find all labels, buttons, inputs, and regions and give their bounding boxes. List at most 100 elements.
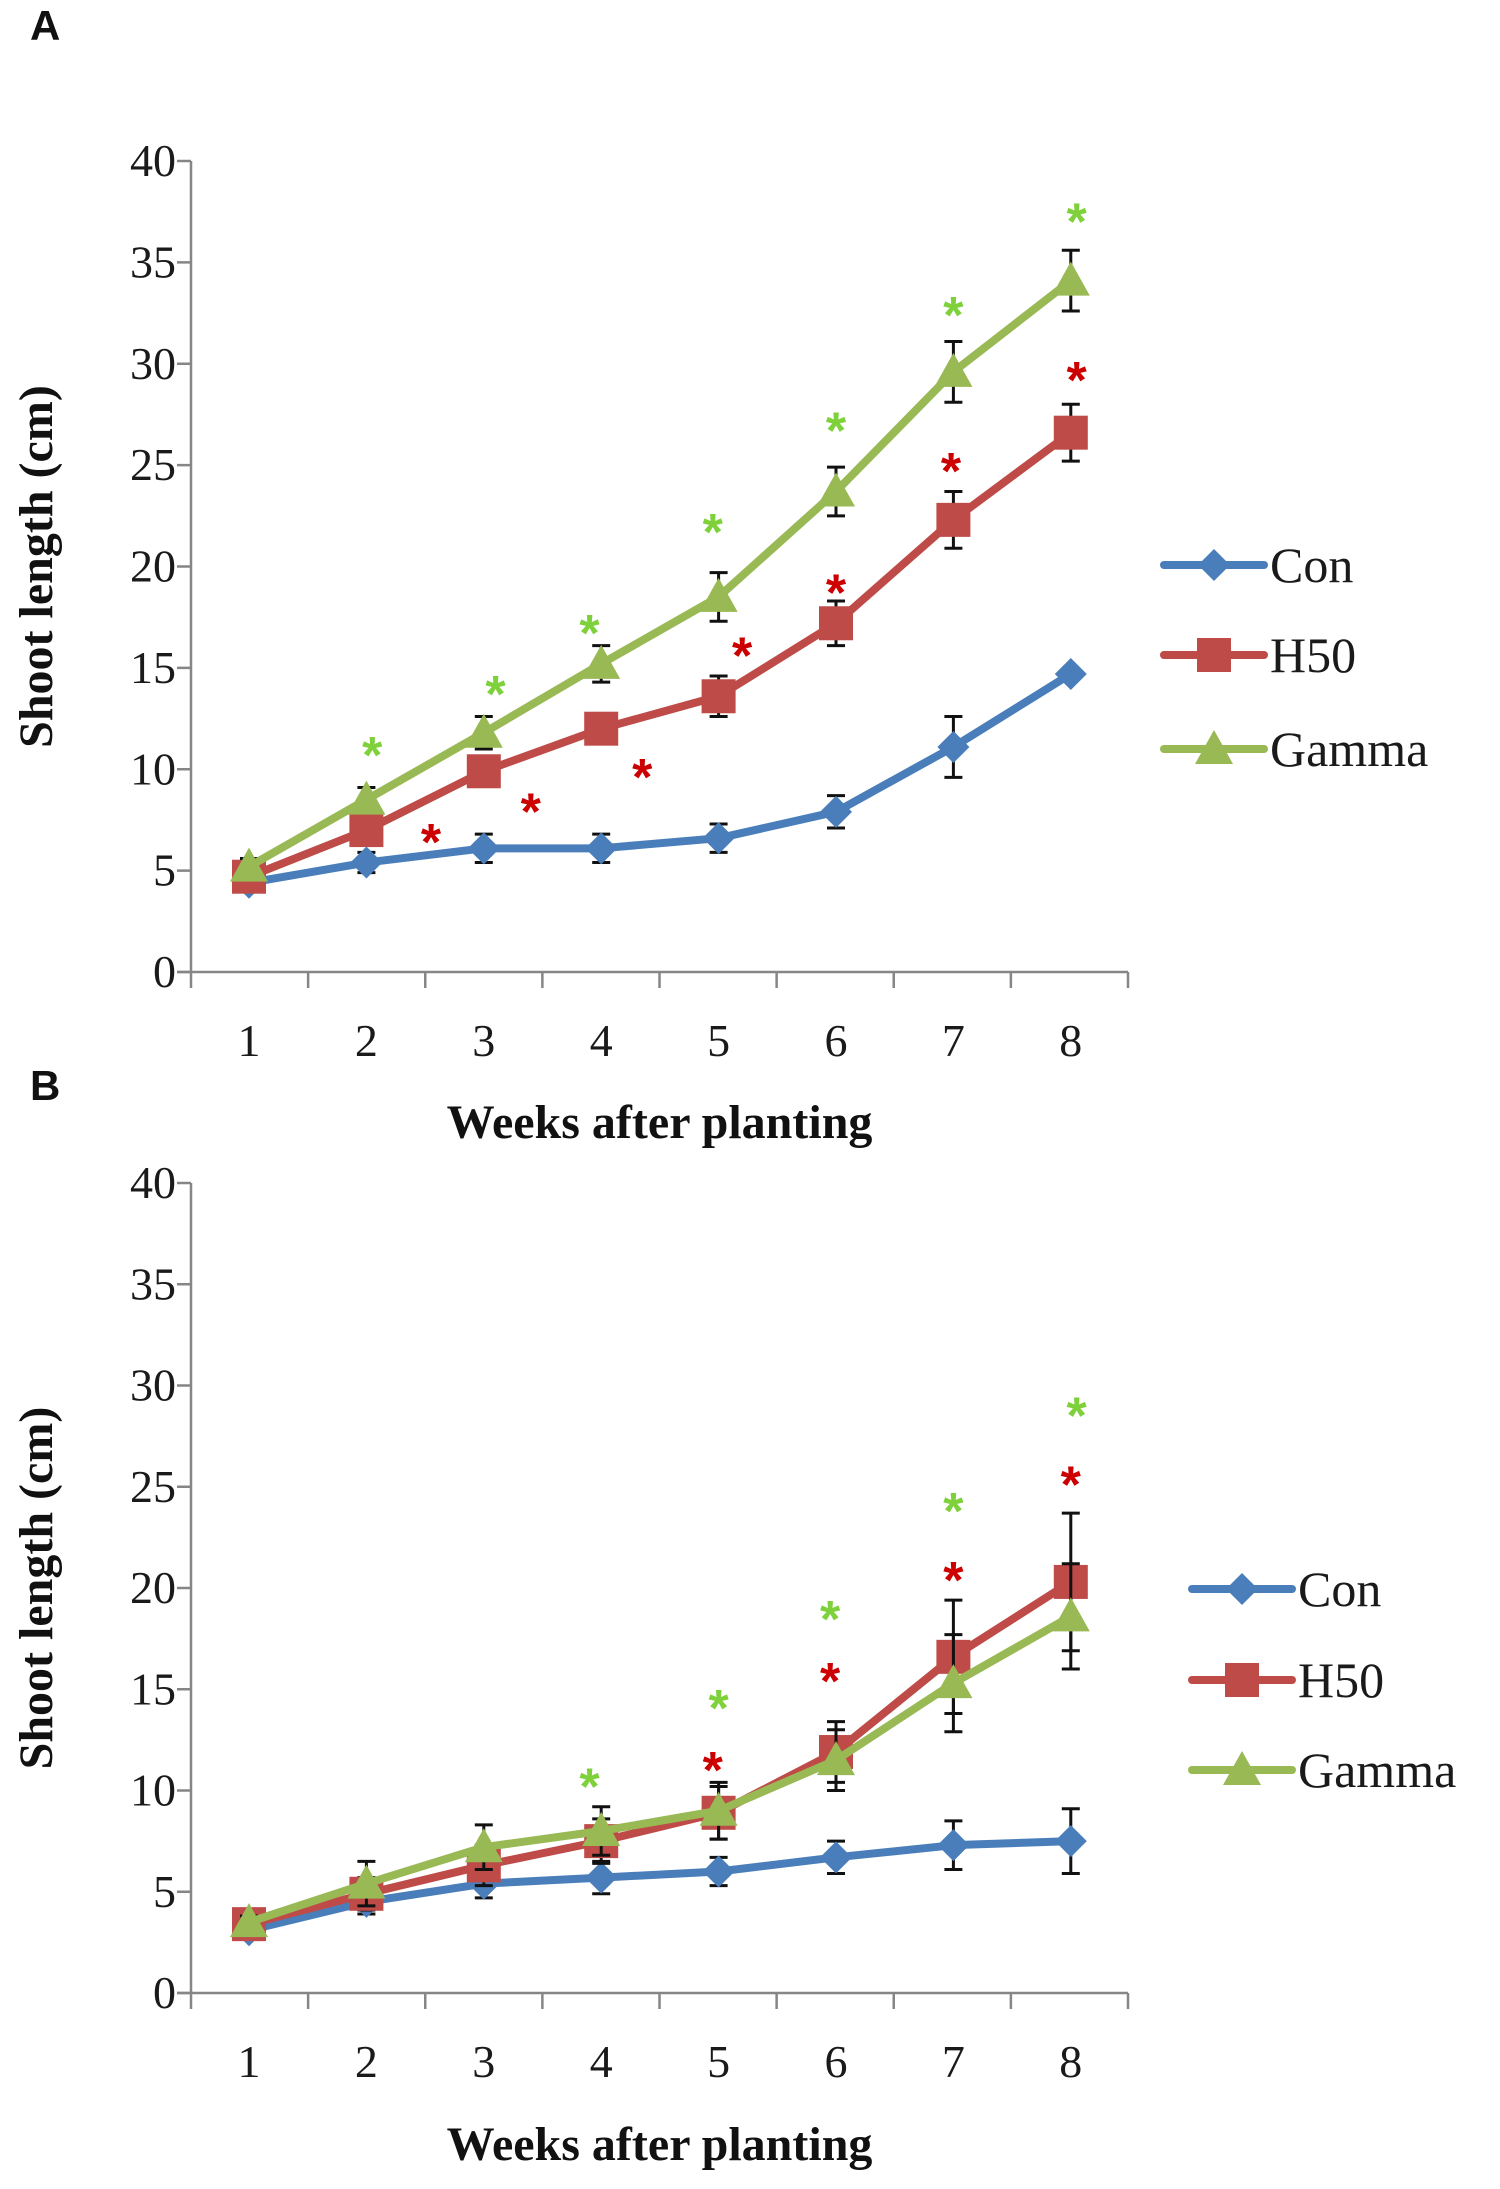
x-tick-label: 6 — [825, 2036, 848, 2087]
series-line — [247, 277, 1074, 871]
data-point — [230, 847, 268, 882]
series-gamma — [230, 1562, 1090, 1938]
data-point — [464, 1828, 503, 1863]
data-point — [582, 1812, 621, 1846]
significance-asterisk: * — [820, 1653, 841, 1711]
y-tick-label: 15 — [130, 642, 176, 693]
x-tick-label: 7 — [942, 1015, 965, 1066]
x-tick-label: 2 — [355, 2036, 378, 2087]
significance-asterisk: * — [1067, 194, 1088, 252]
data-point — [466, 754, 501, 789]
data-point — [934, 1664, 973, 1699]
y-tick-label: 40 — [130, 135, 176, 186]
y-tick-label: 10 — [130, 1765, 176, 1816]
data-point — [937, 730, 970, 763]
panel-label-a: A — [30, 2, 60, 49]
data-point — [699, 1791, 738, 1826]
x-axis-label: Weeks after planting — [447, 1096, 873, 1149]
significance-asterisk: * — [732, 628, 753, 686]
y-tick-label: 0 — [153, 946, 176, 997]
data-point — [936, 502, 971, 537]
legend-label: H50 — [1298, 1652, 1384, 1708]
legend-marker — [1226, 1573, 1258, 1605]
series-line — [247, 1612, 1073, 1926]
data-point — [819, 606, 853, 641]
significance-asterisk: * — [943, 1552, 964, 1610]
significance-asterisk: * — [703, 1742, 724, 1800]
legend-marker — [1197, 638, 1231, 672]
significance-asterisk: * — [579, 605, 600, 663]
series-h50 — [232, 402, 1088, 894]
significance-asterisk: * — [943, 1483, 964, 1541]
data-point — [937, 1829, 970, 1862]
data-point — [702, 822, 735, 855]
significance-asterisk: * — [521, 784, 542, 842]
data-point — [350, 846, 383, 879]
y-tick-label: 30 — [130, 338, 176, 389]
significance-asterisk: * — [485, 666, 506, 724]
significance-asterisk: * — [1067, 1388, 1088, 1446]
data-point — [464, 713, 503, 748]
y-tick-label: 5 — [153, 845, 176, 896]
x-tick-label: 1 — [238, 2036, 261, 2087]
data-point — [585, 832, 618, 865]
x-tick-label: 3 — [472, 2036, 495, 2087]
significance-asterisk: * — [941, 443, 962, 501]
x-tick-label: 8 — [1059, 2036, 1082, 2087]
y-tick-label: 20 — [130, 541, 176, 592]
data-point — [467, 832, 500, 865]
x-tick-label: 4 — [590, 1015, 613, 1066]
legend-label: Con — [1270, 537, 1353, 593]
x-tick-label: 5 — [707, 1015, 730, 1066]
data-point — [347, 1864, 386, 1899]
data-point — [934, 352, 973, 387]
significance-asterisk: * — [421, 814, 442, 872]
y-tick-label: 10 — [130, 743, 176, 794]
data-point — [820, 795, 852, 828]
series-line — [247, 1578, 1073, 1929]
y-tick-label: 40 — [130, 1157, 176, 1208]
data-point — [699, 577, 738, 612]
data-point — [820, 1841, 852, 1874]
data-point — [349, 813, 384, 848]
significance-asterisk: * — [579, 1758, 600, 1816]
legend-marker — [1198, 549, 1230, 581]
significance-asterisk: * — [820, 1591, 841, 1649]
legend-marker — [1195, 730, 1233, 764]
panel-label-b: B — [30, 1062, 60, 1109]
data-point — [702, 1855, 735, 1888]
data-point — [1054, 1825, 1087, 1858]
y-axis-label: Shoot length (cm) — [10, 385, 63, 748]
significance-asterisk: * — [826, 402, 847, 460]
data-point — [1051, 1597, 1090, 1632]
data-point — [1051, 261, 1090, 296]
y-tick-label: 5 — [153, 1866, 176, 1917]
significance-asterisk: * — [708, 1680, 729, 1738]
y-axis-label: Shoot length (cm) — [10, 1407, 63, 1770]
y-tick-label: 25 — [130, 439, 176, 490]
data-point — [1053, 415, 1088, 450]
y-tick-label: 30 — [130, 1360, 176, 1411]
x-tick-label: 1 — [238, 1015, 261, 1066]
significance-asterisk: * — [826, 565, 847, 623]
x-tick-label: 8 — [1059, 1015, 1082, 1066]
significance-asterisk: * — [362, 727, 383, 785]
y-tick-label: 0 — [153, 1967, 176, 2018]
legend-label: Con — [1298, 1561, 1381, 1617]
significance-asterisk: * — [1067, 352, 1088, 410]
x-axis-label: Weeks after planting — [447, 2118, 873, 2171]
y-tick-label: 35 — [130, 1258, 176, 1309]
series-line — [248, 670, 1073, 887]
legend-marker — [1225, 1663, 1259, 1697]
legend-marker — [1223, 1751, 1261, 1785]
series-gamma — [230, 248, 1090, 882]
y-tick-label: 35 — [130, 236, 176, 287]
data-point — [582, 644, 621, 679]
legend-label: Gamma — [1270, 721, 1428, 777]
x-tick-label: 4 — [590, 2036, 613, 2087]
data-point — [584, 711, 619, 746]
y-tick-label: 15 — [130, 1663, 176, 1714]
x-tick-label: 3 — [472, 1015, 495, 1066]
series-con — [233, 657, 1087, 899]
